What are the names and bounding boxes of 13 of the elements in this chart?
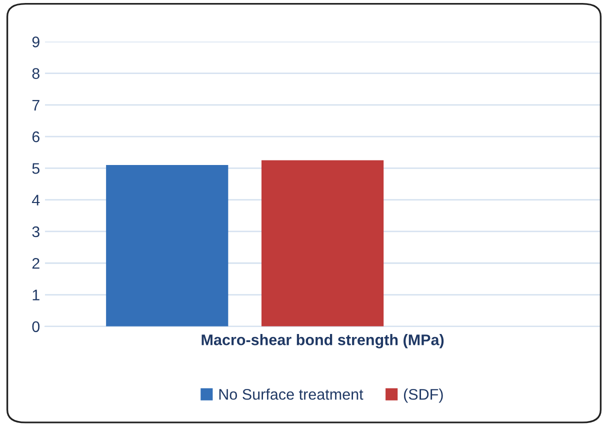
y-tick-label: 2 (32, 258, 40, 269)
legend-label: (SDF) (404, 388, 443, 403)
y-tick-label: 1 (32, 290, 40, 300)
y-tick-label: 3 (32, 226, 40, 238)
y-tick-label: 6 (32, 131, 40, 142)
y-tick-label: 7 (32, 100, 40, 110)
y-tick-label: 9 (32, 36, 40, 48)
y-tick-label: 8 (32, 68, 40, 79)
x-axis-title: Macro-shear bond strength (MPa) (202, 334, 444, 348)
legend-label: No Surface treatment (219, 388, 364, 400)
y-tick-label: 5 (32, 163, 40, 174)
y-tick-label: 4 (32, 194, 40, 206)
y-tick-label: 0 (32, 321, 40, 332)
